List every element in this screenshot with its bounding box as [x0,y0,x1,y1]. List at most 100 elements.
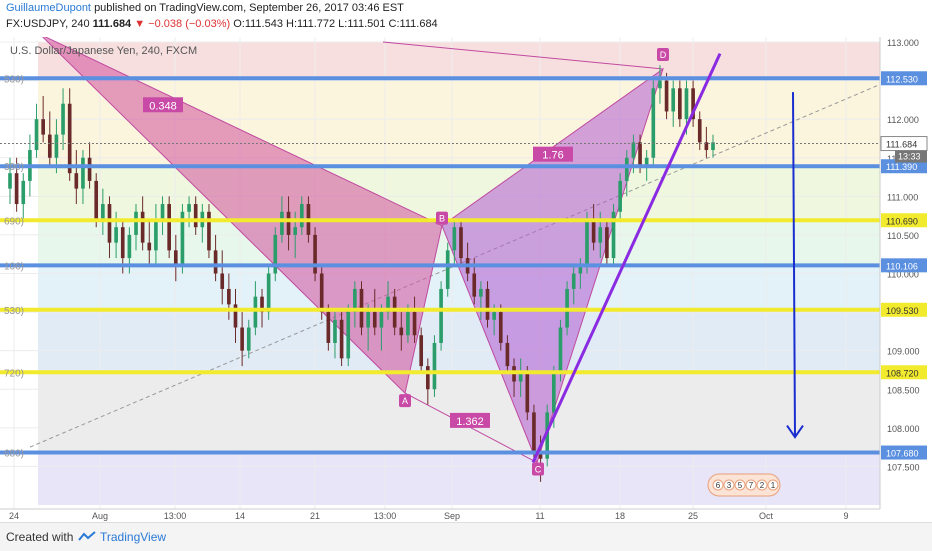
x-tick-label: 21 [310,511,320,521]
x-tick-label: Aug [92,511,108,521]
level-price-tag: 110.690 [881,213,927,228]
candle [571,265,576,305]
current-price-tag: 111.684 [880,136,928,152]
level-tags: 112.530 111.390 110.690 110.106 109.530 108.7… [880,71,928,460]
fib-zone [38,265,880,310]
svg-text:111.390: 111.390 [886,162,917,172]
x-tick-label: 14 [235,511,245,521]
candle [618,173,622,220]
candle [399,312,404,351]
fib-left-label: 390) [4,162,24,173]
svg-text:A: A [402,396,408,406]
countdown-tag: 13:33 [895,150,927,163]
x-tick-label: 13:00 [164,511,187,521]
x-tick-label: 11 [535,511,544,521]
candle [313,227,317,282]
indicator-digit: 3 [723,479,735,491]
tradingview-logo-icon [78,531,96,541]
chart-title: U.S. Dollar/Japanese Yen, 240, FXCM [10,45,197,57]
svg-text:13:33: 13:33 [898,152,921,162]
candle [339,312,344,367]
ratio-label: 1.76 [533,146,573,162]
author-link[interactable]: GuillaumeDupont [6,2,91,14]
candle [220,250,225,305]
candle [154,204,158,266]
x-tick-label: Oct [759,511,774,521]
level-price-tag: 108.720 [881,365,927,380]
y-tick-label: 110.500 [887,231,919,241]
svg-text:2: 2 [760,481,765,490]
x-axis-labels: 24 Aug 13:00 14 21 13:00 Sep 11 18 25 Oct 9 [9,511,849,521]
svg-text:C: C [535,465,542,475]
indicator-digit: 5 [734,479,746,491]
fib-left-label: 720) [4,368,24,379]
candle [605,219,609,266]
candle [227,273,231,320]
candle [372,288,377,336]
indicator-digit: 2 [756,479,768,491]
candle [658,65,662,104]
level-lines [0,76,880,455]
arrow-shaft [792,92,796,438]
pattern-point-a[interactable]: A [399,394,411,408]
svg-text:3: 3 [727,481,732,490]
fib-zone [38,166,880,221]
svg-text:109.530: 109.530 [886,306,919,316]
candle [147,219,152,266]
candle [412,296,417,343]
price-axis[interactable] [880,37,932,509]
candle [299,196,304,235]
tradingview-link[interactable]: TradingView [100,530,167,544]
candle [167,196,171,259]
candle [213,234,218,282]
candle [21,173,26,220]
pattern-leg-xd [382,41,664,70]
indicator-digit: 6 [712,479,724,491]
x-tick-label: Sep [444,511,460,521]
candle [333,312,337,359]
fib-left-label: 680) [4,449,24,460]
candle [545,404,550,467]
svg-text:110.690: 110.690 [886,216,918,226]
candle [233,288,238,343]
x-tick-label: 13:00 [374,511,397,521]
candle [61,88,65,151]
level-price-tag: 111.390 [881,159,927,174]
pattern-point-c[interactable]: C [532,462,544,476]
level-price-tag: 107.680 [881,445,927,460]
candle [505,335,510,374]
candle [691,80,695,127]
candle [273,227,278,282]
svg-text:D: D [660,50,667,60]
svg-text:111.684: 111.684 [886,140,917,150]
candle [678,80,682,127]
ratio-labels: 0.348 1.76 1.362 [143,97,573,428]
candle [578,258,583,289]
pattern-point-b[interactable]: B [436,211,448,225]
pattern-point-d[interactable]: D [657,48,669,62]
candle [425,358,430,405]
candle [346,304,351,367]
candle [366,304,370,351]
candle [697,111,702,151]
svg-text:B: B [439,214,445,224]
footer-bar: Created with TradingView [0,522,932,551]
candle [624,150,629,197]
time-axis[interactable] [0,509,880,522]
purple-trendline[interactable] [531,52,722,464]
candle [439,281,443,351]
level-price-tag: 110.106 [881,258,927,273]
y-tick-label: 111.000 [887,192,918,202]
candle [41,96,45,143]
indicator-digit: 7 [745,479,757,491]
candle [611,204,616,266]
ratio-label: 0.348 [143,97,183,113]
candle [81,150,85,205]
candle [107,196,112,259]
svg-text:108.720: 108.720 [886,368,919,378]
svg-text:107.680: 107.680 [886,449,919,459]
candle [326,304,331,351]
x-tick-label: 24 [9,511,19,521]
